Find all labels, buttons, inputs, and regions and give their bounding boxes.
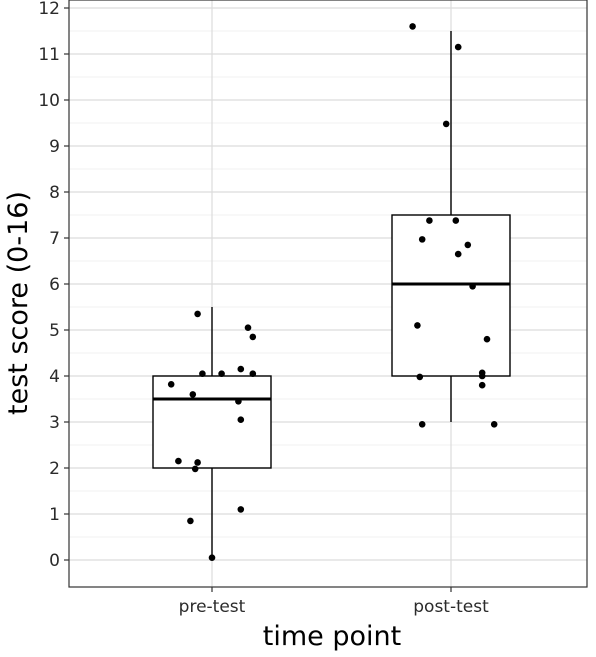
data-point <box>416 373 424 381</box>
y-tick-label: 2 <box>49 459 60 479</box>
data-point <box>237 365 245 373</box>
box <box>391 214 511 377</box>
y-tick-label: 0 <box>49 551 60 571</box>
boxes <box>152 31 511 560</box>
y-tick-label: 4 <box>49 367 60 387</box>
data-point <box>490 421 498 428</box>
data-point <box>483 335 491 343</box>
data-point <box>194 459 201 466</box>
data-point <box>199 370 206 378</box>
y-tick-label: 11 <box>38 45 60 65</box>
box <box>152 375 272 469</box>
data-point <box>175 457 182 465</box>
data-point <box>218 370 225 378</box>
data-point <box>414 322 421 329</box>
data-points <box>167 23 498 561</box>
data-point <box>235 398 242 405</box>
data-point <box>249 333 257 341</box>
y-tick-label: 6 <box>49 275 60 295</box>
y-tick-label: 10 <box>38 91 60 111</box>
x-axis-ticks: pre-test post-test <box>179 587 489 617</box>
data-point <box>454 250 462 258</box>
data-point <box>418 236 426 243</box>
data-point <box>187 517 194 525</box>
y-tick-label: 5 <box>49 321 60 341</box>
data-point <box>454 43 462 51</box>
data-point <box>418 421 426 428</box>
data-point <box>478 372 486 380</box>
data-point <box>194 310 201 318</box>
data-point <box>426 217 433 224</box>
x-axis-title: time point <box>263 621 401 652</box>
data-point <box>464 241 472 249</box>
y-tick-label: 1 <box>49 505 60 525</box>
y-tick-label: 7 <box>49 229 60 249</box>
data-point <box>442 120 450 128</box>
data-point <box>452 217 460 224</box>
data-point <box>189 391 197 398</box>
x-tick-label: post-test <box>413 597 489 617</box>
x-tick-label: pre-test <box>179 597 246 617</box>
data-point <box>237 506 245 513</box>
data-point <box>249 370 257 378</box>
y-tick-label: 8 <box>49 183 60 203</box>
data-point <box>208 554 216 561</box>
y-tick-label: 12 <box>38 0 60 19</box>
y-tick-label: 9 <box>49 137 60 157</box>
data-point <box>167 380 175 388</box>
y-axis-title: test score (0-16) <box>3 191 34 415</box>
data-point <box>469 283 476 290</box>
data-point <box>409 23 416 30</box>
data-point <box>244 324 252 332</box>
y-tick-label: 3 <box>49 413 60 433</box>
data-point <box>478 381 486 389</box>
data-point <box>237 416 245 424</box>
plot-panel-border <box>68 0 588 588</box>
data-point <box>191 465 199 473</box>
